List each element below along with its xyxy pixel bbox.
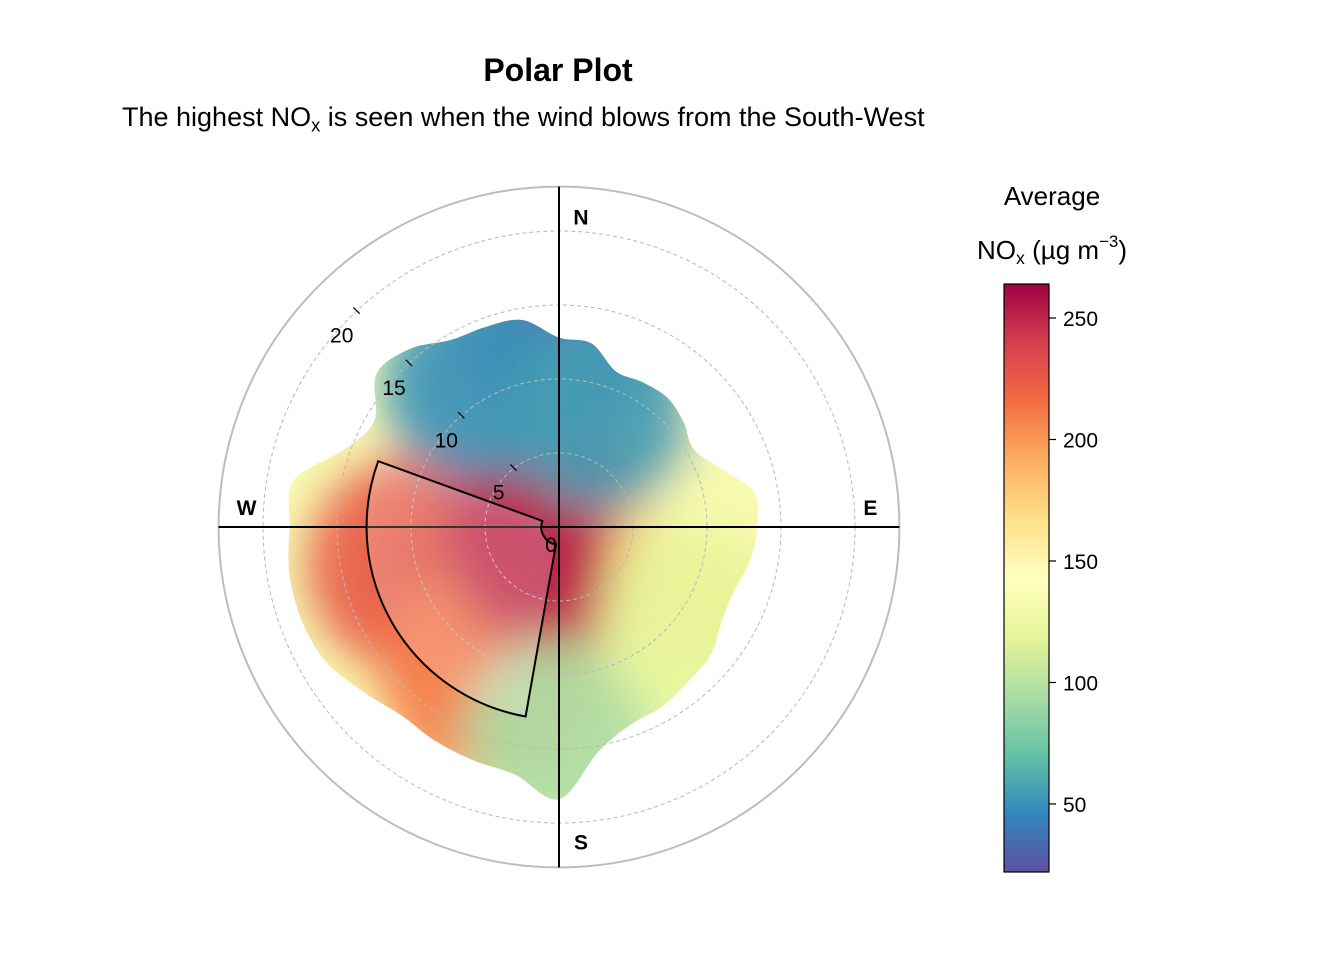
compass-label-west: W (237, 497, 257, 520)
radial-labels: 0 5 10 15 20 (330, 306, 557, 557)
highlighted-sector (365, 459, 558, 718)
subtitle-text-start: The highest NO (122, 102, 312, 132)
radial-label-10: 10 (435, 429, 458, 452)
chart-subtitle: The highest NOx is seen when the wind bl… (122, 102, 925, 137)
chart-title: Polar Plot (483, 52, 633, 88)
radial-tick-10 (457, 411, 465, 419)
radial-tick-15 (405, 359, 413, 367)
colorbar-title-subscript: x (1016, 248, 1025, 269)
colorbar-title-close: ) (1118, 234, 1127, 265)
colorbar: 50 100 150 200 250 (1003, 283, 1098, 873)
colorbar-label-150: 150 (1063, 551, 1098, 574)
surface-hotspot-10 (597, 525, 759, 716)
radial-label-20: 20 (330, 325, 353, 348)
surface-hotspot-8 (504, 320, 695, 511)
colorbar-label-200: 200 (1063, 430, 1098, 453)
colorbar-label-100: 100 (1063, 672, 1098, 695)
colorbar-title-line2: NOx (µg m−3) (952, 232, 1152, 269)
colorbar-title-unit: (µg m (1024, 234, 1100, 265)
colorbar-bar (1003, 283, 1050, 873)
radial-tick-5 (509, 463, 518, 472)
colorbar-title-exponent: −3 (1099, 232, 1119, 251)
subtitle-text-end: is seen when the wind blows from the Sou… (320, 102, 925, 132)
radial-label-15: 15 (382, 377, 405, 400)
colorbar-label-250: 250 (1063, 308, 1098, 331)
compass-label-east: E (863, 497, 877, 520)
subtitle-subscript: x (311, 114, 321, 136)
radial-label-0: 0 (545, 534, 557, 557)
compass-label-north: N (573, 207, 588, 230)
colorbar-label-50: 50 (1063, 794, 1086, 817)
highlighted-sector-outline (365, 459, 558, 718)
colorbar-title-species: NO (977, 234, 1016, 265)
colorbar-title-line1: Average (1003, 181, 1101, 211)
radial-label-5: 5 (493, 482, 505, 505)
compass-axes: N E S W (218, 186, 900, 868)
compass-label-south: S (574, 831, 588, 854)
radial-tick-20 (352, 306, 361, 315)
